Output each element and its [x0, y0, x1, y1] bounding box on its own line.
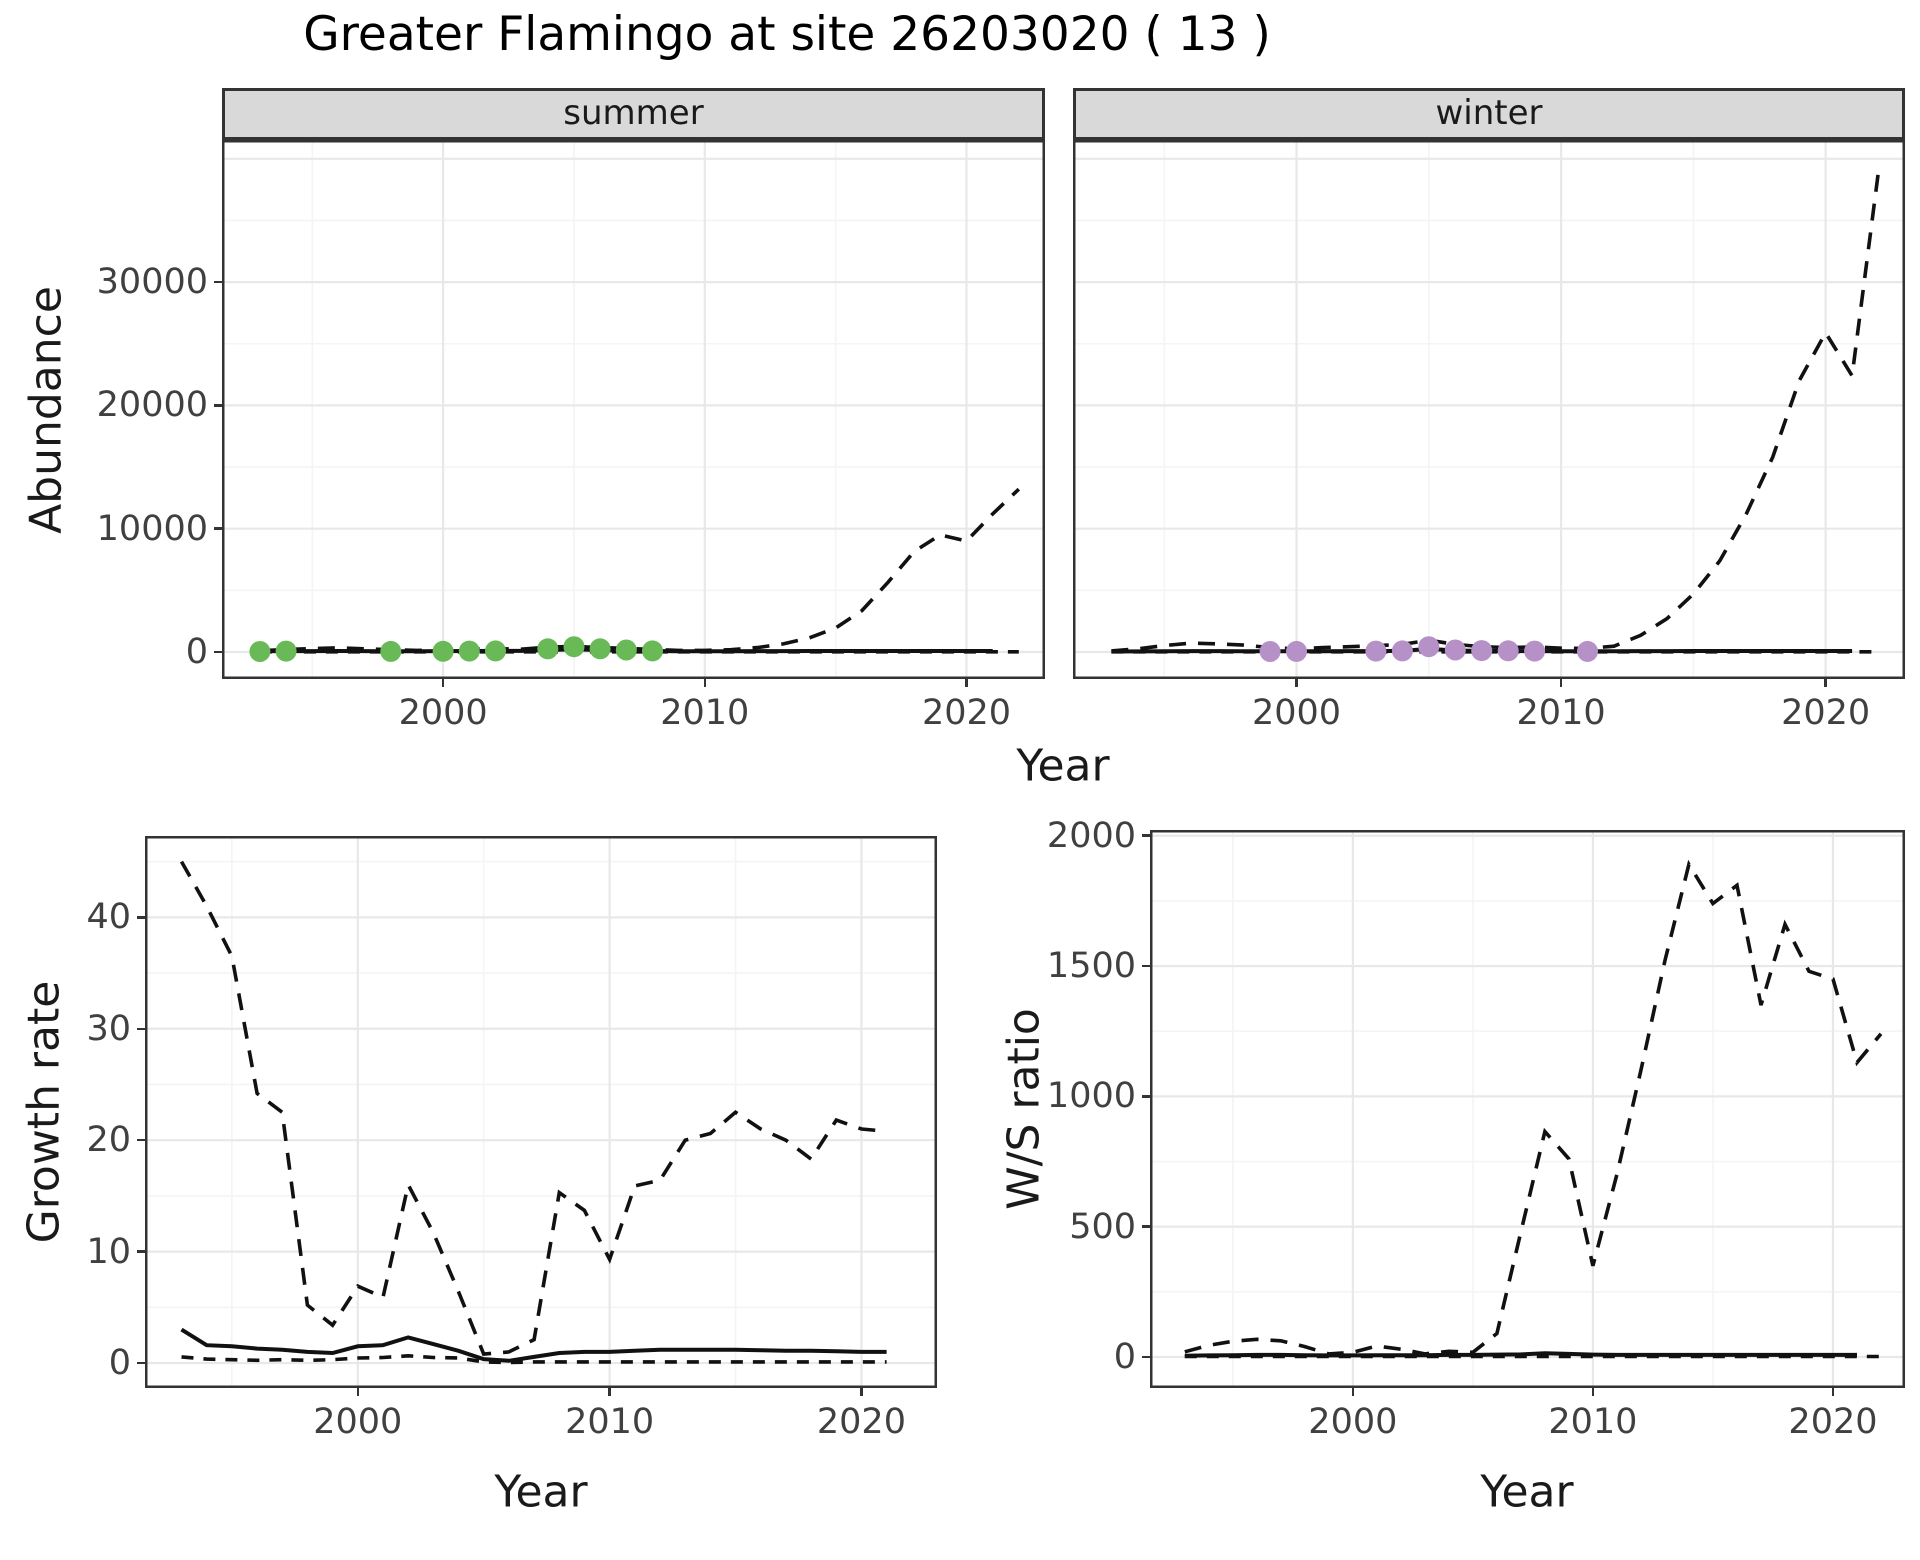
- chart-title: Greater Flamingo at site 26203020 ( 13 ): [303, 7, 1271, 62]
- x-tick-label: 2010: [565, 1402, 655, 1442]
- x-tick-label: 2020: [1788, 1402, 1878, 1442]
- x-tick-label: 2010: [1516, 693, 1606, 733]
- observation-point: [1365, 640, 1387, 662]
- observation-point: [1259, 641, 1281, 662]
- y-tick-label: 0: [108, 1343, 131, 1384]
- x-tick-label: 2010: [1548, 1402, 1638, 1442]
- x-axis-title-year-top: Year: [1016, 740, 1110, 792]
- y-axis-tick: [137, 1138, 145, 1142]
- y-axis-tick: [214, 404, 222, 407]
- y-tick-label: 20000: [96, 385, 208, 426]
- y-tick-label: 0: [185, 631, 208, 672]
- y-axis-tick: [137, 1027, 145, 1030]
- x-axis-tick: [356, 1388, 360, 1396]
- y-tick-label: 0: [1113, 1336, 1136, 1377]
- growth-rate-chart: [145, 836, 937, 1388]
- observation-point: [1577, 640, 1598, 662]
- facet-strip-summer: summer: [222, 88, 1045, 140]
- y-axis-tick: [1142, 834, 1150, 837]
- observation-point: [537, 638, 559, 660]
- observation-point: [1418, 636, 1440, 658]
- x-tick-label: 2010: [660, 693, 750, 733]
- y-tick-label: 1500: [1046, 946, 1136, 987]
- max-line: [1184, 859, 1883, 1356]
- max-line: [1111, 170, 1881, 653]
- y-axis-tick: [214, 527, 222, 530]
- x-tick-label: 2000: [398, 693, 488, 733]
- observation-point: [589, 638, 611, 660]
- x-axis-tick: [1559, 679, 1563, 687]
- observation-point: [563, 636, 585, 658]
- x-axis-tick: [608, 1388, 611, 1396]
- mean-line: [1184, 1351, 1857, 1358]
- observation-point: [1444, 639, 1466, 661]
- observation-point: [380, 640, 402, 662]
- y-axis-tick: [214, 650, 222, 654]
- observation-point: [458, 640, 480, 662]
- observation-point: [432, 640, 454, 662]
- y-tick-label: 2000: [1046, 815, 1136, 856]
- x-tick-label: 2020: [1781, 693, 1871, 733]
- x-axis-tick: [1295, 679, 1298, 687]
- observation-point: [485, 640, 506, 662]
- x-tick-label: 2000: [313, 1402, 403, 1442]
- x-axis-tick: [860, 1388, 863, 1396]
- y-axis-tick: [214, 280, 222, 284]
- abundance-summer-chart: [222, 140, 1045, 679]
- x-axis-tick: [703, 679, 707, 687]
- x-axis-tick: [441, 679, 445, 687]
- x-axis-tick: [1351, 1388, 1355, 1396]
- x-tick-label: 2020: [921, 693, 1012, 733]
- facet-strip-winter: winter: [1073, 88, 1905, 140]
- abundance-winter-chart: [1073, 140, 1905, 679]
- max-line: [179, 860, 887, 1357]
- y-tick-label: 30: [86, 1008, 131, 1049]
- panel-border: [145, 836, 937, 1388]
- y-axis-tick: [1142, 964, 1150, 968]
- y-axis-tick: [137, 916, 145, 919]
- max-line: [259, 487, 1021, 653]
- y-tick-label: 10: [86, 1231, 131, 1272]
- y-tick-label: 500: [1069, 1206, 1136, 1247]
- x-tick-label: 2000: [1251, 693, 1342, 733]
- observation-point: [642, 640, 663, 662]
- x-axis-title-year-bottom-right: Year: [1480, 1466, 1574, 1518]
- panel-border: [1073, 140, 1905, 679]
- panel-border: [1150, 830, 1905, 1388]
- facet-strip-summer-label: summer: [563, 93, 704, 133]
- observation-point: [1471, 640, 1493, 662]
- y-axis-tick: [137, 1250, 145, 1253]
- observation-point: [1286, 640, 1307, 662]
- y-tick-label: 10000: [96, 508, 208, 549]
- min-line: [181, 1353, 887, 1365]
- x-axis-title-year-bottom-left: Year: [494, 1466, 588, 1518]
- mean-line: [180, 1327, 887, 1363]
- x-tick-label: 2020: [816, 1402, 906, 1442]
- x-axis-tick: [1824, 679, 1827, 687]
- observation-point: [1524, 640, 1546, 662]
- observation-point: [1497, 640, 1519, 662]
- ws-ratio-chart: [1150, 830, 1905, 1388]
- y-axis-tick: [137, 1361, 145, 1365]
- y-tick-label: 40: [86, 897, 131, 938]
- x-tick-label: 2000: [1308, 1402, 1398, 1442]
- facet-strip-winter-label: winter: [1435, 93, 1543, 133]
- y-axis-tick: [1142, 1225, 1150, 1228]
- panel-border: [222, 140, 1045, 679]
- observation-point: [275, 640, 297, 662]
- y-tick-label: 30000: [96, 262, 208, 303]
- y-tick-label: 1000: [1046, 1076, 1136, 1117]
- x-axis-tick: [1831, 1388, 1835, 1396]
- observation-point: [1391, 640, 1413, 662]
- observation-point: [249, 641, 271, 662]
- y-axis-tick: [1142, 1355, 1150, 1359]
- x-axis-tick: [1591, 1388, 1595, 1396]
- y-axis-tick: [1142, 1095, 1150, 1098]
- x-axis-tick: [965, 679, 968, 687]
- observation-point: [615, 639, 637, 661]
- y-tick-label: 20: [86, 1120, 131, 1161]
